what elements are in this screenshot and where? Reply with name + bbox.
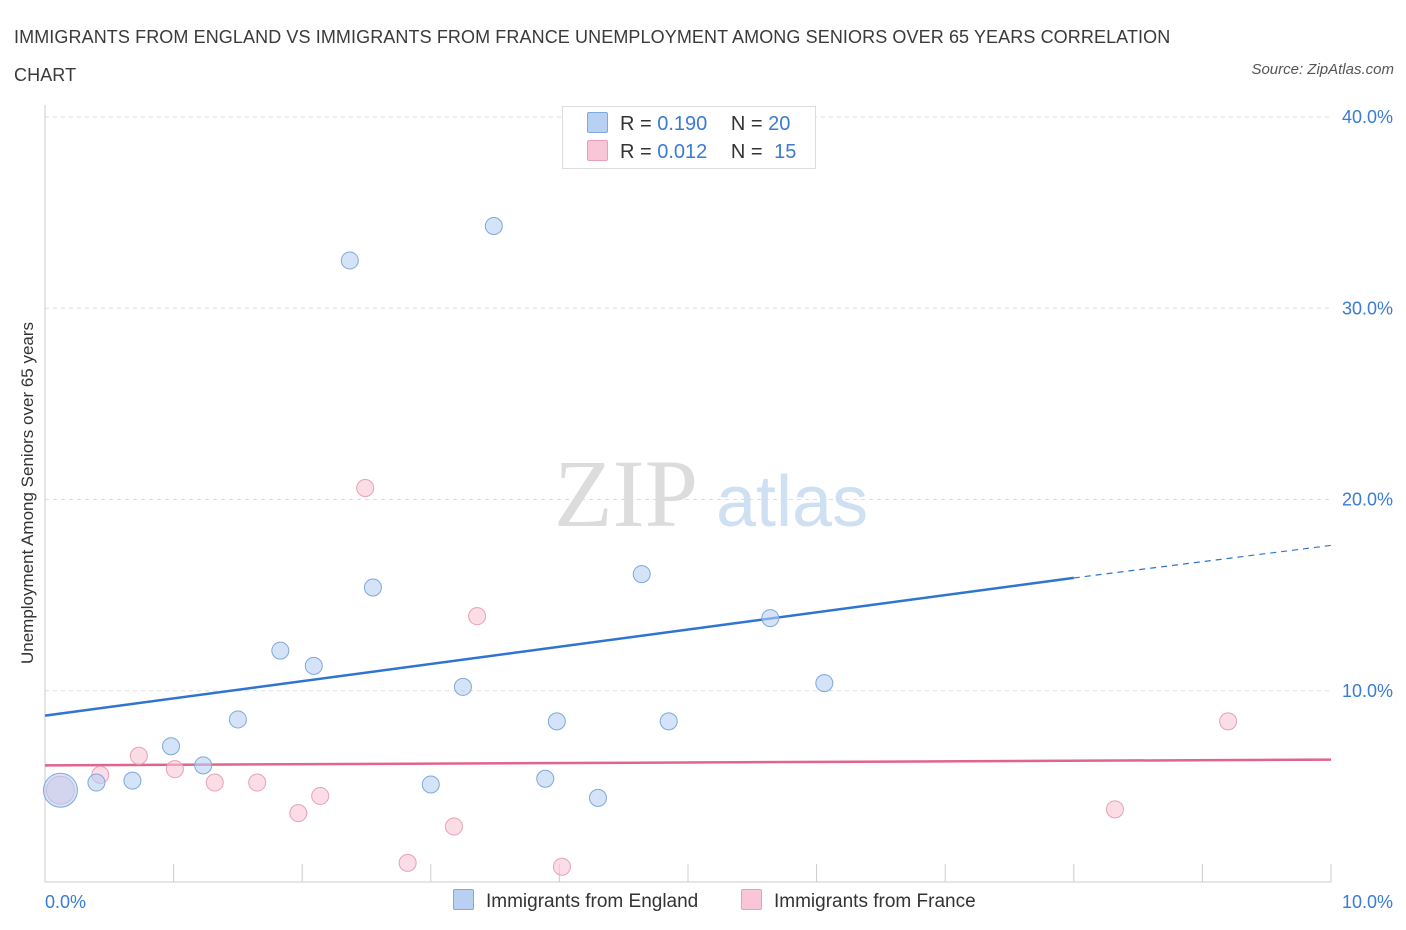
france-point (165, 760, 184, 779)
points-layer (42, 217, 1238, 876)
france-n-value: 15 (774, 141, 797, 163)
england-point (363, 578, 382, 597)
france-legend-swatch (741, 889, 762, 910)
source-label: Source: ZipAtlas.com (1251, 61, 1394, 78)
england-legend-swatch (453, 889, 474, 910)
england-point (194, 756, 213, 775)
legend-row-england: R = 0.190 N = 20 (587, 110, 790, 138)
x-tick-label-min: 0.0% (45, 892, 86, 912)
legend-row-france: R = 0.012 N = 15 (587, 138, 796, 166)
england-point (484, 217, 503, 236)
france-point (248, 773, 267, 792)
france-point (1105, 800, 1124, 819)
england-point (815, 674, 834, 693)
y-tick-label: 30.0% (1342, 298, 1393, 318)
england-n-value: 20 (768, 113, 791, 135)
england-point (536, 769, 555, 788)
correlation-legend: R = 0.190 N = 20 R = 0.012 N = 15 (562, 106, 816, 169)
england-point (453, 677, 472, 696)
england-r-value: 0.190 (657, 113, 708, 135)
france-point (129, 746, 148, 765)
england-point (162, 737, 181, 756)
watermark-zip: ZIP (554, 440, 698, 547)
france-swatch (587, 140, 608, 161)
x-tick-label-max: 10.0% (1342, 892, 1393, 912)
france-legend-label: Immigrants from France (774, 891, 976, 912)
england-swatch (587, 112, 608, 133)
axis-layer (44, 105, 1332, 883)
france-point (311, 786, 330, 805)
england-point (547, 712, 566, 731)
england-point (304, 656, 323, 675)
england-n-label: N = (730, 113, 763, 135)
england-point (123, 771, 142, 790)
england-point (42, 772, 78, 808)
england-point (228, 710, 247, 729)
grid-layer (45, 116, 1331, 692)
france-trend-line (44, 758, 1332, 767)
england-r-label: R = (620, 113, 652, 135)
england-point (271, 641, 290, 660)
england-point (87, 773, 106, 792)
france-point (205, 773, 224, 792)
france-r-value: 0.012 (657, 141, 708, 163)
watermark-atlas: atlas (716, 462, 868, 542)
bottom-legend-france: Immigrants from France (741, 889, 976, 913)
england-legend-label: Immigrants from England (486, 891, 699, 912)
y-tick-label: 40.0% (1342, 107, 1393, 127)
england-point (588, 788, 607, 807)
chart-title: IMMIGRANTS FROM ENGLAND VS IMMIGRANTS FR… (14, 27, 1171, 85)
england-point (421, 775, 440, 794)
y-tick-label: 10.0% (1342, 681, 1393, 701)
france-point (1219, 712, 1238, 731)
trend-layer (44, 544, 1332, 767)
england-trend-extension (1073, 544, 1332, 579)
france-point (468, 607, 487, 626)
england-point (340, 251, 359, 270)
france-r-label: R = (620, 141, 652, 163)
france-point (356, 479, 375, 498)
france-point (398, 853, 417, 872)
england-point (632, 565, 651, 584)
france-point (444, 817, 463, 836)
watermark: ZIP atlas (554, 440, 868, 547)
england-point (761, 609, 780, 628)
france-n-label: N = (730, 141, 763, 163)
france-point (289, 804, 308, 823)
y-tick-label: 20.0% (1342, 490, 1393, 510)
tick-label-layer: 10.0% 20.0% 30.0% 40.0% 0.0% 10.0% (45, 107, 1393, 912)
france-point (552, 857, 571, 876)
england-trend-line (44, 576, 1074, 717)
england-point (659, 712, 678, 731)
bottom-legend-england: Immigrants from England (453, 889, 698, 913)
